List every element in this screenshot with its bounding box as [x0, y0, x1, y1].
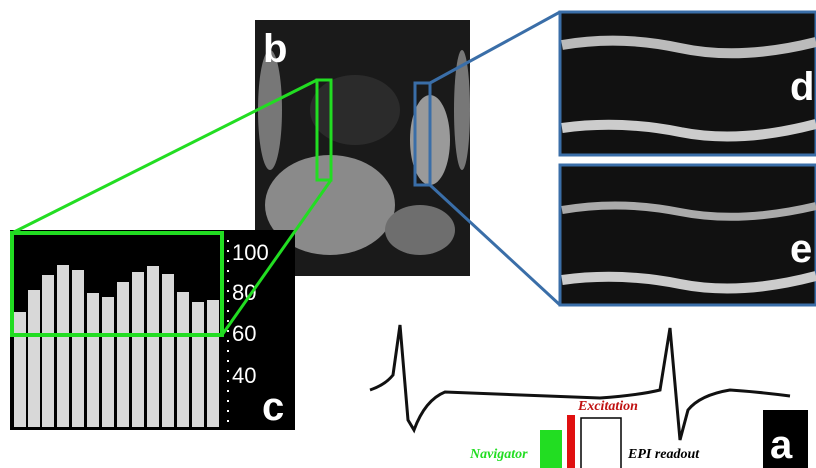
annotation: Excitation [577, 399, 638, 414]
scale-label: 40 [232, 363, 256, 388]
lung [310, 75, 400, 145]
panel-label: b [263, 27, 287, 71]
panel-label: c [262, 385, 284, 429]
bowel [385, 205, 455, 255]
excitation-block [567, 415, 575, 468]
scale-label: 60 [232, 321, 256, 346]
annotation: Navigator [469, 447, 528, 462]
navigator-block [540, 430, 562, 468]
panel-label: e [790, 227, 812, 271]
panel-label: d [790, 65, 814, 109]
readout-block [581, 418, 621, 468]
annotation: EPI readout [627, 447, 700, 462]
panel-d: d [560, 12, 816, 155]
panel-e: e [560, 165, 816, 305]
panel-label: a [770, 423, 793, 467]
scale-label: 100 [232, 240, 269, 265]
panel-c: 100 80 60 40 c [10, 230, 295, 430]
figure: b 100 80 60 40 c d e [0, 0, 816, 468]
